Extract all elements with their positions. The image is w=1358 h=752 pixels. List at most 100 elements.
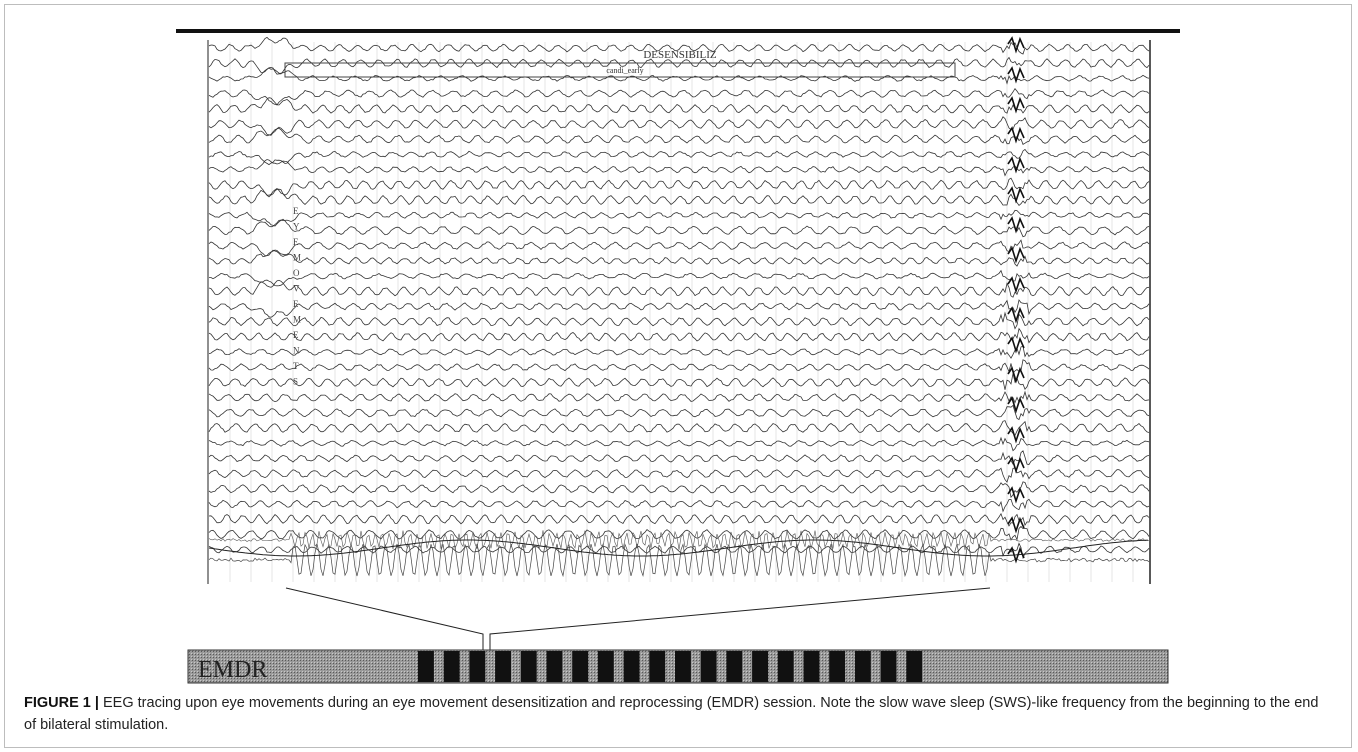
eeg-channel-trace — [208, 467, 1150, 483]
stimulus-block — [623, 651, 640, 682]
eeg-channel-trace — [208, 299, 1150, 318]
stimulus-block — [829, 651, 846, 682]
eeg-channel-trace — [208, 88, 1150, 106]
eeg-channel-trace — [208, 512, 1150, 527]
eeg-channel-trace — [208, 148, 1150, 166]
eeg-channel-trace — [208, 116, 1150, 136]
stimulus-block — [726, 651, 743, 682]
eeg-channel-trace — [208, 390, 1150, 404]
eeg-tracing — [207, 36, 1151, 584]
stimulus-block — [495, 651, 511, 682]
eeg-channel-trace — [208, 542, 1150, 560]
artifact-burst — [1007, 306, 1025, 324]
eeg-channel-trace — [208, 159, 1150, 177]
figure-frame — [4, 4, 1352, 748]
vertical-label-letter: E — [293, 206, 299, 216]
figure-label: FIGURE 1 | — [24, 695, 99, 711]
artifact-burst — [1007, 426, 1025, 444]
artifact-burst — [1007, 186, 1025, 204]
annotation-subtitle: candi_early — [606, 66, 643, 75]
stimulus-block — [803, 651, 820, 682]
annotation-title: DESENSIBILIZ — [643, 49, 717, 61]
eeg-channel-trace — [208, 373, 1150, 390]
stimulus-block — [520, 651, 537, 682]
eeg-channel-trace — [208, 218, 1150, 238]
eeg-channel-trace — [208, 177, 1150, 196]
stimulus-block — [469, 651, 486, 682]
eeg-channel-trace — [208, 481, 1150, 499]
artifact-burst — [1007, 546, 1025, 564]
stimulus-block — [675, 651, 691, 682]
connector-right — [489, 587, 991, 650]
eeg-channel-trace — [208, 420, 1150, 436]
artifact-burst — [1007, 96, 1025, 114]
eeg-channel-trace — [208, 311, 1150, 330]
artifact-burst — [1007, 246, 1025, 264]
eeg-channels — [208, 36, 1150, 560]
artifact-burst — [1007, 276, 1025, 294]
stimulus-block — [880, 651, 897, 682]
artifact-burst — [1007, 36, 1025, 54]
time-grid — [229, 42, 1134, 582]
vertical-label-letter: E — [293, 299, 299, 309]
artifact-burst — [1007, 366, 1025, 384]
vertical-label-letter: E — [293, 330, 299, 340]
eeg-channel-trace — [208, 209, 1150, 227]
eeg-channel-trace — [208, 239, 1150, 257]
eeg-channel-trace — [208, 525, 1150, 541]
stimulus-block — [597, 651, 614, 682]
vertical-label-letter: Y — [293, 222, 300, 232]
vertical-label-letter: E — [293, 237, 299, 247]
stimulus-block — [777, 651, 794, 682]
eeg-channel-trace — [208, 359, 1150, 374]
vertical-label-letter: N — [293, 346, 300, 356]
eeg-channel-trace — [208, 345, 1150, 359]
eeg-artifacts — [208, 36, 1150, 578]
stimulus-blocks — [418, 651, 923, 682]
artifact-burst — [1007, 66, 1025, 84]
connector-left — [285, 587, 484, 650]
eeg-channel-trace — [208, 327, 1150, 344]
artifact-burst — [1007, 126, 1025, 144]
eeg-channel-trace — [208, 97, 1150, 114]
artifact-burst — [1007, 156, 1025, 174]
stim-channel-trace — [208, 530, 1150, 550]
stimulus-block — [752, 651, 768, 682]
vertical-label-letter: V — [293, 284, 300, 294]
eeg-channel-trace — [208, 404, 1150, 421]
vertical-label-letter: T — [293, 361, 299, 371]
artifact-burst — [1007, 396, 1025, 414]
eeg-channel-trace — [208, 36, 1150, 55]
eeg-channel-trace — [208, 436, 1150, 452]
stimulus-block — [546, 651, 563, 682]
figure-caption: FIGURE 1 | EEG tracing upon eye movement… — [24, 692, 1334, 736]
artifact-burst — [1007, 336, 1025, 354]
vertical-label-letter: S — [293, 377, 298, 387]
emdr-label: EMDR — [198, 657, 267, 683]
stimulus-block — [854, 651, 871, 682]
eeg-channel-trace — [208, 279, 1150, 298]
vertical-label-letter: O — [293, 268, 300, 278]
eeg-channel-trace — [208, 450, 1150, 466]
vertical-label-letter: M — [293, 315, 301, 325]
stimulus-block — [443, 651, 460, 682]
stimulus-block — [906, 651, 923, 682]
slow-wave-trace — [208, 539, 1149, 557]
eeg-channel-trace — [208, 498, 1150, 513]
stimulus-block — [700, 651, 717, 682]
artifact-burst — [1007, 486, 1025, 504]
eeg-channel-trace — [208, 67, 1150, 85]
stimulus-block — [418, 651, 434, 682]
eeg-channel-trace — [208, 127, 1150, 145]
caption-text: EEG tracing upon eye movements during an… — [24, 695, 1319, 733]
artifact-burst — [1007, 216, 1025, 234]
stimulus-block — [649, 651, 666, 682]
stimulus-block — [572, 651, 589, 682]
emdr-stimulation-bar: EMDR — [187, 649, 1169, 684]
artifact-burst — [1007, 456, 1025, 474]
stim-channel-trace — [208, 542, 1150, 578]
annotation-box — [284, 62, 956, 78]
eeg-channel-trace — [208, 269, 1150, 287]
eeg-channel-trace — [208, 188, 1150, 206]
